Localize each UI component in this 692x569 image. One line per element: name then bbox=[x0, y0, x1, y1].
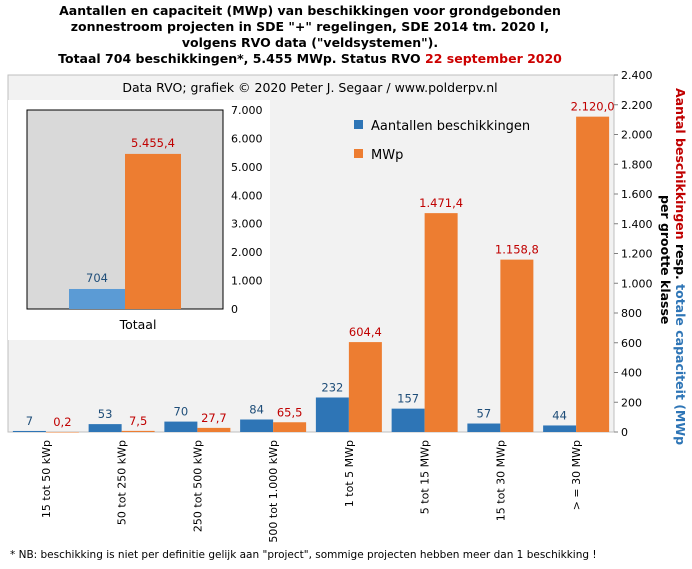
y-tick-label: 200 bbox=[621, 396, 642, 409]
data-label-mwp: 1.158,8 bbox=[495, 243, 539, 257]
title-date: 22 september 2020 bbox=[425, 51, 562, 66]
y-tick-label: 400 bbox=[621, 367, 642, 380]
bar-mwp bbox=[45, 431, 79, 433]
x-tick-label: 250 tot 500 kWp bbox=[191, 440, 204, 532]
inset-bar-mwp bbox=[125, 153, 181, 309]
data-label-count: 44 bbox=[552, 408, 567, 422]
bar-count bbox=[467, 423, 501, 432]
bar-count bbox=[543, 425, 577, 432]
bar-mwp bbox=[273, 422, 307, 432]
chart-title: Aantallen en capaciteit (MWp) van beschi… bbox=[0, 3, 620, 67]
title-line-1: Aantallen en capaciteit (MWp) van beschi… bbox=[59, 3, 561, 18]
data-label-count: 57 bbox=[477, 407, 492, 421]
legend-swatch-count bbox=[354, 120, 363, 129]
data-label-count: 232 bbox=[321, 380, 343, 394]
data-label-mwp: 27,7 bbox=[201, 411, 227, 425]
x-tick-label: 1 tot 5 MWp bbox=[343, 440, 356, 507]
y-tick-label: 1.200 bbox=[621, 248, 653, 261]
title-line-2: zonnestroom projecten in SDE "+" regelin… bbox=[70, 19, 550, 34]
bar-mwp bbox=[197, 427, 231, 432]
data-label-mwp: 0,2 bbox=[53, 415, 71, 429]
y-axis-title-line-2: per grootte klasse bbox=[658, 195, 673, 324]
inset-y-tick-label: 5.000 bbox=[231, 161, 263, 174]
title-total: Totaal 704 beschikkingen*, 5.455 MWp. St… bbox=[58, 51, 426, 66]
bar-count bbox=[12, 430, 46, 432]
legend-swatch-mwp bbox=[354, 149, 363, 158]
inset-category-label: Totaal bbox=[119, 317, 157, 332]
footnote: * NB: beschikking is niet per definitie … bbox=[10, 549, 597, 561]
bar-mwp bbox=[424, 213, 458, 432]
inset-y-tick-label: 1.000 bbox=[231, 275, 263, 288]
y-tick-label: 1.600 bbox=[621, 188, 653, 201]
bar-count bbox=[240, 419, 274, 432]
inset-y-tick-label: 7.000 bbox=[231, 104, 263, 117]
x-tick-label: 500 tot 1.000 kWp bbox=[267, 440, 280, 543]
data-label-count: 84 bbox=[249, 403, 264, 417]
y-axis-title-part-1: Aantal beschikkingen bbox=[673, 88, 688, 240]
inset-data-label-count: 704 bbox=[86, 271, 108, 285]
y-axis-title-part-3: totale capaciteit (MWp bbox=[673, 284, 688, 445]
inset-y-tick-label: 0 bbox=[231, 303, 238, 316]
bar-count bbox=[391, 408, 425, 432]
bar-mwp bbox=[500, 259, 534, 432]
bar-count bbox=[315, 397, 349, 432]
y-tick-label: 0 bbox=[621, 426, 628, 439]
title-line-3: volgens RVO data ("veldsystemen"). bbox=[181, 35, 439, 50]
chart-credit: Data RVO; grafiek © 2020 Peter J. Segaar… bbox=[122, 80, 497, 95]
inset-y-tick-label: 3.000 bbox=[231, 218, 263, 231]
inset-data-label-mwp: 5.455,4 bbox=[131, 136, 175, 150]
x-tick-label: 5 tot 15 MWp bbox=[419, 440, 432, 514]
data-label-count: 53 bbox=[98, 407, 113, 421]
y-axis-title: Aantal beschikkingen resp. totale capaci… bbox=[673, 88, 688, 445]
data-label-count: 157 bbox=[397, 392, 419, 406]
data-label-mwp: 2.120,0 bbox=[571, 100, 615, 114]
y-tick-label: 1.400 bbox=[621, 218, 653, 231]
data-label-count: 70 bbox=[174, 405, 189, 419]
y-tick-label: 2.200 bbox=[621, 99, 653, 112]
y-tick-label: 600 bbox=[621, 337, 642, 350]
y-tick-label: 1.800 bbox=[621, 158, 653, 171]
x-tick-label: > = 30 MWp bbox=[570, 440, 583, 510]
data-label-mwp: 604,4 bbox=[349, 325, 382, 339]
bar-count bbox=[164, 421, 198, 432]
inset-y-tick-label: 2.000 bbox=[231, 246, 263, 259]
legend-label-mwp: MWp bbox=[371, 148, 403, 163]
inset-bar-count bbox=[69, 288, 125, 309]
bar-mwp bbox=[121, 430, 155, 432]
y-tick-label: 800 bbox=[621, 307, 642, 320]
y-tick-label: 2.400 bbox=[621, 69, 653, 82]
data-label-count: 7 bbox=[26, 414, 33, 428]
bar-mwp bbox=[348, 342, 382, 432]
x-tick-label: 15 tot 50 kWp bbox=[40, 440, 53, 518]
x-tick-label: 50 tot 250 kWp bbox=[116, 440, 129, 525]
y-axis-title-part-2: resp. bbox=[673, 240, 688, 284]
bar-count bbox=[88, 424, 122, 432]
legend-label-count: Aantallen beschikkingen bbox=[371, 119, 530, 134]
y-tick-label: 2.000 bbox=[621, 129, 653, 142]
bar-mwp bbox=[576, 116, 610, 433]
inset-y-tick-label: 6.000 bbox=[231, 132, 263, 145]
data-label-mwp: 7,5 bbox=[129, 414, 147, 428]
data-label-mwp: 1.471,4 bbox=[419, 196, 463, 210]
title-line-4: Totaal 704 beschikkingen*, 5.455 MWp. St… bbox=[0, 51, 620, 67]
inset-y-tick-label: 4.000 bbox=[231, 189, 263, 202]
data-label-mwp: 65,5 bbox=[277, 405, 303, 419]
y-tick-label: 1.000 bbox=[621, 277, 653, 290]
x-tick-label: 15 tot 30 MWp bbox=[494, 440, 507, 521]
